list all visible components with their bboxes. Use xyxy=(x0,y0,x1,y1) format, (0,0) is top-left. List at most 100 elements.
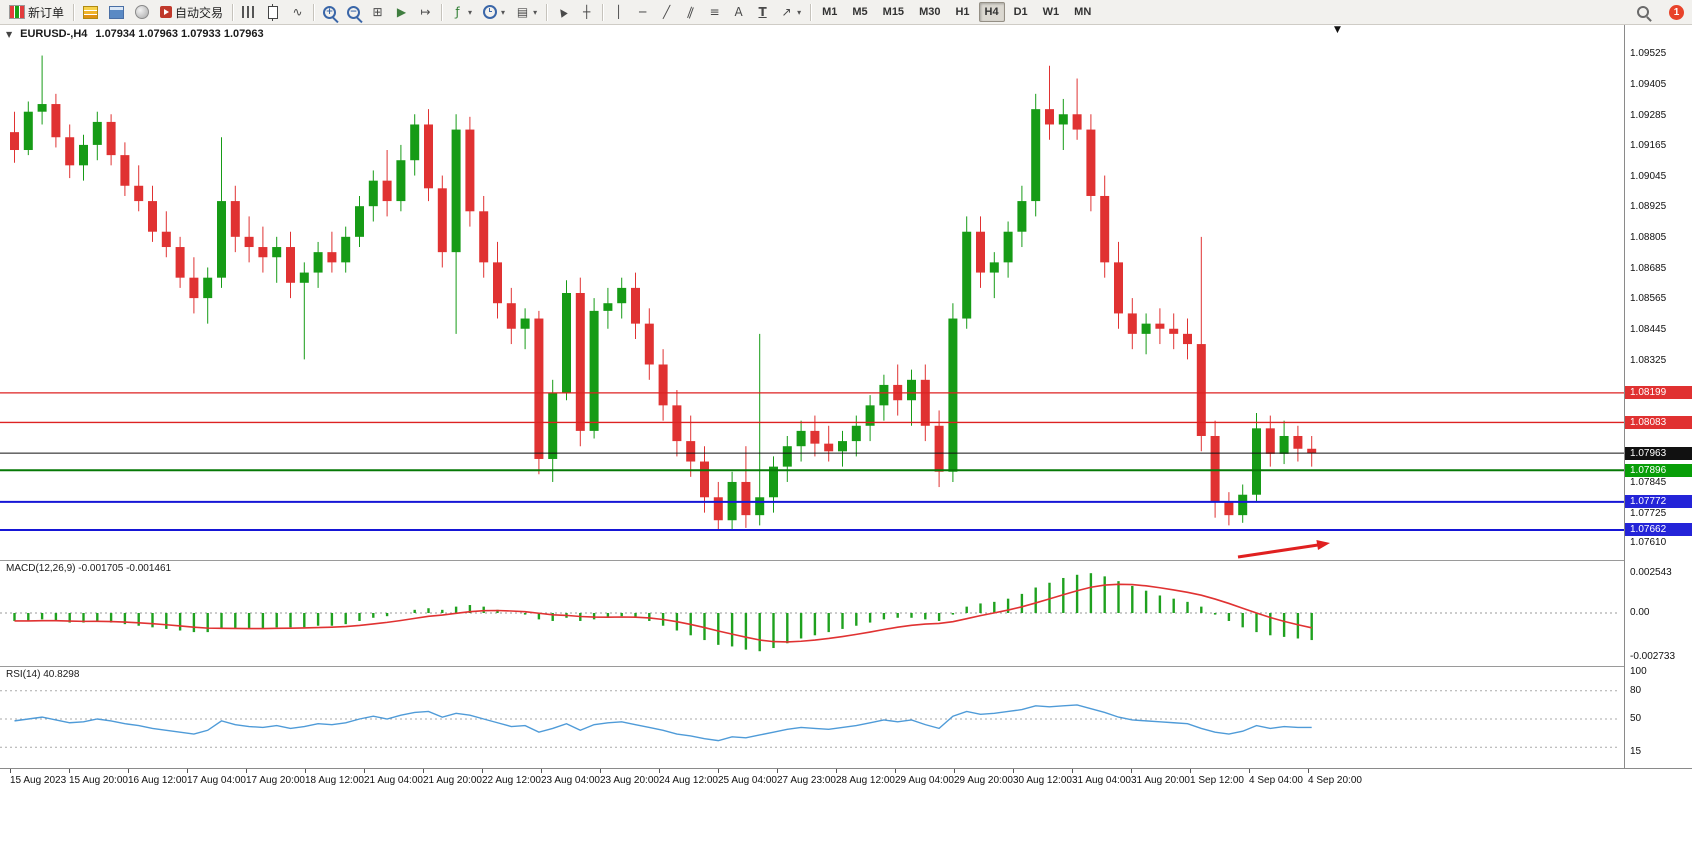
navigator-icon[interactable] xyxy=(130,0,154,24)
fibonacci-icon[interactable]: ≡ xyxy=(703,0,726,24)
text-icon: A xyxy=(734,4,743,19)
timeframe-m1[interactable]: M1 xyxy=(822,6,838,18)
time-axis-label: 31 Aug 20:00 xyxy=(1131,775,1190,786)
timeframe-m15[interactable]: M15 xyxy=(882,6,905,18)
zoom-in-icon[interactable]: + xyxy=(318,0,341,24)
timeframe-h1[interactable]: H1 xyxy=(955,6,970,18)
search-icon[interactable] xyxy=(1632,0,1660,24)
templates-icon: ▤ xyxy=(516,4,529,19)
timeframe-w1[interactable]: W1 xyxy=(1042,6,1060,18)
zoom-out-icon[interactable]: − xyxy=(342,0,365,24)
time-axis-tick xyxy=(1308,769,1309,773)
price-scale-label: 1.09045 xyxy=(1630,170,1667,182)
one-click-trading-toggle[interactable]: ▼ xyxy=(6,29,13,39)
separator xyxy=(810,3,812,21)
time-axis-tick xyxy=(541,769,542,773)
price-scale-label: 1.08565 xyxy=(1630,293,1667,305)
fibonacci-icon: ≡ xyxy=(709,4,720,19)
rsi-scale-label: 80 xyxy=(1630,684,1642,696)
chart-shift-icon[interactable]: ↦ xyxy=(414,0,437,24)
auto-trading-button[interactable]: 自动交易 xyxy=(155,0,228,24)
time-axis-label: 23 Aug 04:00 xyxy=(541,775,600,786)
line-chart-icon[interactable]: ∿ xyxy=(286,0,309,24)
price-scale-label: 1.07845 xyxy=(1630,477,1667,489)
data-window-icon[interactable] xyxy=(104,0,129,24)
price-scale-label: 1.09165 xyxy=(1630,140,1667,152)
time-axis-label: 17 Aug 04:00 xyxy=(187,775,246,786)
time-axis-label: 16 Aug 12:00 xyxy=(128,775,187,786)
tile-windows-icon[interactable]: ⊞ xyxy=(366,0,389,24)
macd-scale-label: -0.002733 xyxy=(1630,650,1676,662)
navigator-icon xyxy=(135,5,150,19)
new-order-button[interactable]: 新订单 xyxy=(4,0,69,24)
timeframe-h4[interactable]: H4 xyxy=(978,2,1005,22)
text-icon[interactable]: A xyxy=(727,0,750,24)
text-label-icon: T xyxy=(758,4,767,19)
time-axis-tick xyxy=(895,769,896,773)
time-axis-label: 18 Aug 12:00 xyxy=(305,775,364,786)
time-axis-label: 29 Aug 20:00 xyxy=(954,775,1013,786)
rsi-scale-label: 50 xyxy=(1630,713,1642,724)
time-axis[interactable]: 15 Aug 2023 15 Aug 20:00 16 Aug 12:00 17 Au… xyxy=(0,768,1692,793)
panel-divider[interactable] xyxy=(0,666,1692,667)
price-scale-label: 1.09525 xyxy=(1630,48,1667,60)
chevron-down-icon[interactable]: ▾ xyxy=(501,7,506,17)
price-scale-label: 1.07725 xyxy=(1630,507,1667,519)
crosshair-icon: ┼ xyxy=(582,4,591,19)
notification-badge[interactable]: 1 xyxy=(1669,4,1684,20)
time-axis-tick xyxy=(718,769,719,773)
chevron-down-icon[interactable]: ▾ xyxy=(533,7,538,17)
timeframe-d1[interactable]: D1 xyxy=(1013,6,1028,18)
indicators-icon[interactable]: ƒ ▾ xyxy=(446,0,477,24)
text-label-icon[interactable]: T xyxy=(751,0,774,24)
channel-icon[interactable]: ∥ xyxy=(679,0,702,24)
macd-scale-label: 0.002543 xyxy=(1630,566,1672,578)
time-axis-tick xyxy=(423,769,424,773)
time-axis-label: 15 Aug 2023 xyxy=(10,775,67,786)
cursor-icon[interactable]: ▲ xyxy=(551,0,574,24)
horizontal-line-icon: ─ xyxy=(638,4,647,19)
separator xyxy=(602,3,604,21)
chart-title: ▼ EURUSD-,H4 1.07934 1.07963 1.07933 1.0… xyxy=(6,28,264,40)
time-axis-tick xyxy=(364,769,365,773)
time-axis-tick xyxy=(187,769,188,773)
panel-divider[interactable] xyxy=(0,560,1692,561)
price-level-badge: 1.07662 xyxy=(1625,523,1692,537)
time-axis-tick xyxy=(1013,769,1014,773)
vertical-line-icon[interactable]: │ xyxy=(607,0,630,24)
candlestick-chart-icon[interactable] xyxy=(261,0,285,24)
price-scale-label: 1.08805 xyxy=(1630,232,1667,244)
bar-chart-icon[interactable] xyxy=(237,0,260,24)
market-watch-icon[interactable] xyxy=(78,0,103,24)
horizontal-line-icon[interactable]: ─ xyxy=(631,0,654,24)
trendline-icon[interactable]: ╱ xyxy=(655,0,678,24)
price-scale-label: 1.08325 xyxy=(1630,354,1667,366)
timeframe-m30[interactable]: M30 xyxy=(919,6,941,18)
chevron-down-icon[interactable]: ▾ xyxy=(468,7,473,17)
timeframe-m5[interactable]: M5 xyxy=(852,6,868,18)
time-axis-label: 4 Sep 20:00 xyxy=(1308,775,1362,786)
chart-ohlc-values: 1.07934 1.07963 1.07933 1.07963 xyxy=(95,28,264,40)
chevron-down-icon[interactable]: ▾ xyxy=(797,7,802,17)
chart-shift-marker[interactable]: ▼ xyxy=(1334,25,1341,35)
time-axis-label: 22 Aug 12:00 xyxy=(482,775,541,786)
macd-scale-label: 0.00 xyxy=(1630,607,1650,618)
price-scale-label: 1.08445 xyxy=(1630,324,1667,336)
time-axis-tick xyxy=(836,769,837,773)
vertical-line-icon: │ xyxy=(614,4,623,19)
periods-icon[interactable]: ▾ xyxy=(478,0,510,24)
tile-windows-icon: ⊞ xyxy=(372,4,383,19)
chart-canvas[interactable] xyxy=(0,0,1624,790)
crosshair-icon[interactable]: ┼ xyxy=(575,0,598,24)
price-scale-label: 1.09285 xyxy=(1630,109,1667,121)
auto-scroll-icon[interactable]: ▶ xyxy=(390,0,413,24)
price-scale[interactable]: 1.09525 1.09405 1.09285 1.09165 1.09045 1.089… xyxy=(1624,24,1692,768)
time-axis-tick xyxy=(1190,769,1191,773)
indicators-icon: ƒ xyxy=(455,4,460,19)
time-axis-tick xyxy=(305,769,306,773)
timeframe-mn[interactable]: MN xyxy=(1074,6,1092,18)
templates-icon[interactable]: ▤ ▾ xyxy=(511,0,542,24)
arrows-icon[interactable]: ↗ ▾ xyxy=(775,0,806,24)
time-axis-label: 28 Aug 12:00 xyxy=(836,775,895,786)
